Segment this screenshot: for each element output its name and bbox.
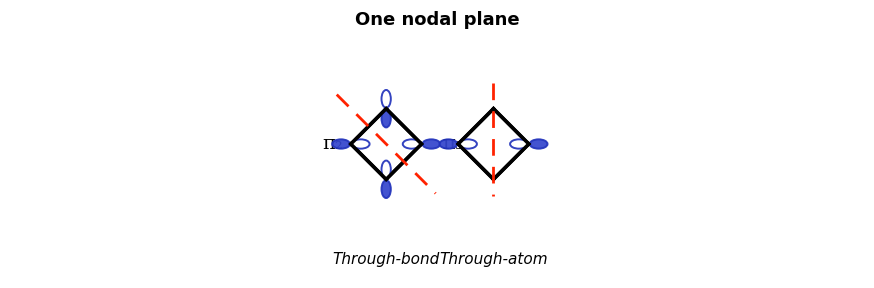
Text: Through-bond: Through-bond xyxy=(332,252,440,267)
Ellipse shape xyxy=(459,139,477,149)
Text: Through-atom: Through-atom xyxy=(439,252,548,267)
Ellipse shape xyxy=(381,161,391,178)
Ellipse shape xyxy=(403,139,420,149)
Ellipse shape xyxy=(381,110,391,127)
Text: π₂: π₂ xyxy=(323,135,343,153)
Ellipse shape xyxy=(440,139,457,149)
Ellipse shape xyxy=(352,139,370,149)
Text: π₃: π₃ xyxy=(442,135,463,153)
Ellipse shape xyxy=(510,139,528,149)
Ellipse shape xyxy=(381,90,391,108)
Ellipse shape xyxy=(332,139,350,149)
Ellipse shape xyxy=(530,139,547,149)
Ellipse shape xyxy=(422,139,440,149)
Ellipse shape xyxy=(381,180,391,198)
Text: One nodal plane: One nodal plane xyxy=(355,11,519,29)
